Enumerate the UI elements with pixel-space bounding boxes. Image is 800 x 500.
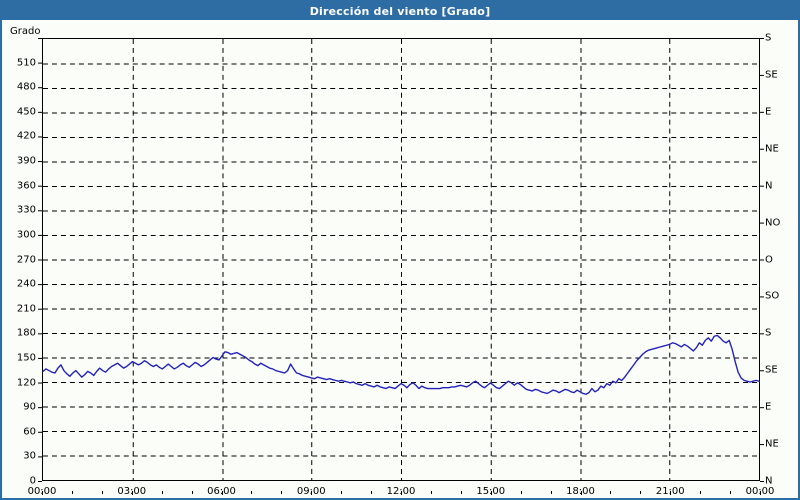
y-axis-left-tick-label: 90 bbox=[23, 401, 36, 413]
page-title: Dirección del viento [Grado] bbox=[309, 4, 491, 18]
y-axis-right-tick-marks bbox=[760, 38, 765, 482]
y-axis-right-tick-label: N bbox=[765, 180, 773, 192]
x-axis-tick-label: 12:0001/04/26 bbox=[366, 485, 436, 498]
x-tick-time: 12:00 bbox=[386, 486, 416, 497]
grid-lines bbox=[43, 39, 759, 480]
y-axis-right-tick-label: NE bbox=[765, 438, 779, 450]
wind-direction-series-line bbox=[42, 334, 760, 395]
x-axis-tick-label: 00:0002/04/26 bbox=[725, 485, 795, 498]
x-tick-time: 06:00 bbox=[207, 486, 236, 497]
y-axis-right-tick-label: SO bbox=[765, 290, 780, 302]
x-axis-tick-label: 00:0001/04/26 bbox=[7, 485, 77, 498]
y-axis-left-tick-label: 330 bbox=[16, 204, 36, 216]
y-axis-left-tick-label: 30 bbox=[23, 450, 36, 462]
y-axis-left-tick-label: 510 bbox=[16, 57, 36, 69]
y-axis-right-tick-label: E bbox=[765, 401, 772, 413]
window-title-bar: Dirección del viento [Grado] bbox=[2, 2, 798, 20]
y-axis-right-tick-label: N bbox=[765, 475, 773, 487]
x-axis-tick-label: 06:0001/04/26 bbox=[187, 485, 257, 498]
x-tick-time: 15:00 bbox=[476, 486, 506, 497]
y-axis-left-tick-label: 360 bbox=[16, 180, 36, 192]
y-axis-left-tick-label: 120 bbox=[16, 377, 36, 389]
y-axis-left-tick-label: 150 bbox=[16, 352, 36, 364]
x-tick-time: 00:00 bbox=[745, 486, 775, 497]
plot-area bbox=[42, 38, 760, 481]
y-axis-left-tick-label: 60 bbox=[23, 426, 36, 438]
y-axis-left-tick-label: 450 bbox=[16, 106, 36, 118]
chart-canvas: Grado 510 480 450 420 390 360 330 300 270 240 210 1… bbox=[2, 20, 798, 498]
x-tick-time: 00:00 bbox=[27, 486, 57, 497]
y-axis-unit-label: Grado bbox=[10, 26, 41, 37]
y-axis-left-tick-label: 0 bbox=[29, 475, 36, 487]
y-axis-left-tick-label: 420 bbox=[16, 130, 36, 142]
y-axis-right-tick-label: NE bbox=[765, 143, 779, 155]
x-tick-time: 18:00 bbox=[566, 486, 595, 497]
y-axis-right-tick-label: S bbox=[765, 327, 772, 339]
y-axis-right-tick-label: NO bbox=[765, 217, 781, 229]
y-axis-left-tick-label: 480 bbox=[16, 81, 36, 93]
y-axis-left-tick-label: 240 bbox=[16, 278, 36, 290]
y-axis-left-tick-label: 390 bbox=[16, 155, 36, 167]
x-axis-tick-label: 18:0001/04/26 bbox=[546, 485, 616, 498]
x-axis-tick-label: 15:0001/04/26 bbox=[456, 485, 526, 498]
y-axis-left-tick-label: 180 bbox=[16, 327, 36, 339]
y-axis-right-tick-label: O bbox=[765, 254, 773, 265]
y-axis-right-tick-label: SE bbox=[765, 69, 778, 81]
x-tick-time: 03:00 bbox=[117, 486, 147, 497]
y-axis-left-tick-label: 210 bbox=[16, 303, 36, 315]
y-axis-right-tick-label: S bbox=[765, 32, 772, 44]
y-axis-right-tick-label: E bbox=[765, 106, 772, 118]
x-axis-tick-marks bbox=[42, 481, 761, 498]
x-axis-tick-label: 03:0001/04/26 bbox=[97, 485, 167, 498]
y-axis-left-tick-marks bbox=[38, 38, 43, 485]
y-axis-right-tick-label: SE bbox=[765, 364, 778, 376]
y-axis-left-tick-label: 270 bbox=[16, 254, 36, 265]
y-axis-left-tick-label: 300 bbox=[16, 229, 36, 241]
